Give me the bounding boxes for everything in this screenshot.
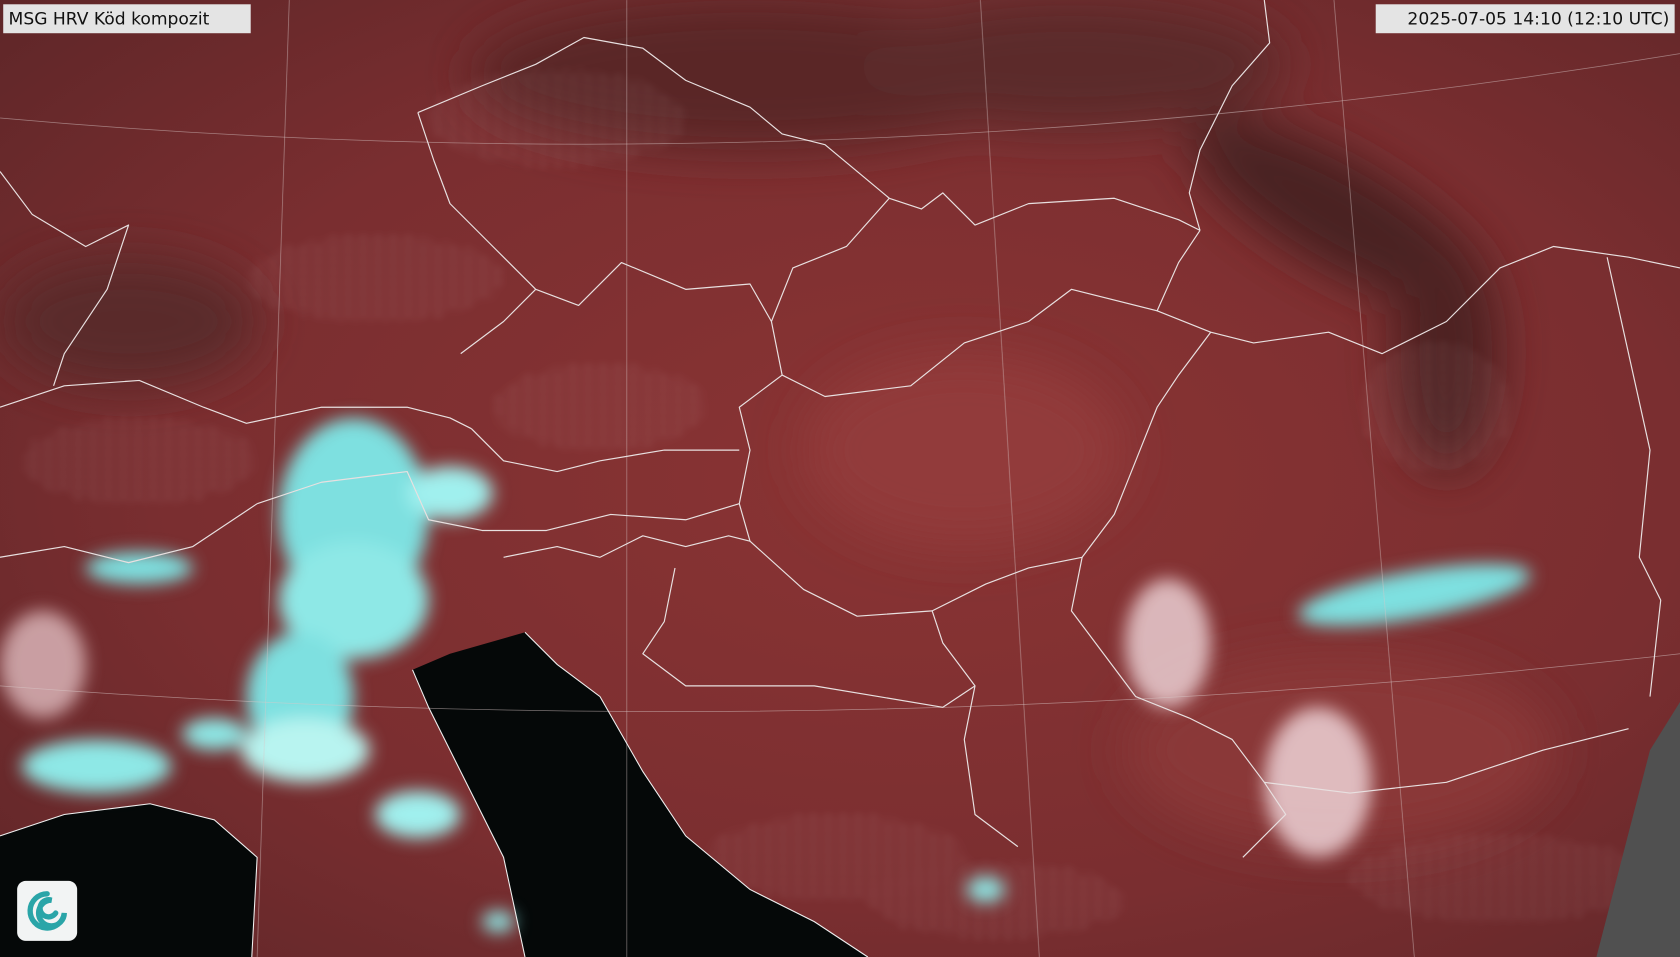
timestamp-background (1375, 4, 1675, 34)
cumulus-fields (21, 69, 1650, 938)
title-box: MSG HRV Köd kompozit (3, 4, 251, 34)
logo (17, 880, 78, 941)
timestamp: 2025-07-05 14:10 (12:10 UTC) (1407, 9, 1669, 29)
title: MSG HRV Köd kompozit (9, 9, 210, 29)
no-data (1596, 701, 1680, 957)
coastlines (0, 631, 869, 957)
adriatic-sea (412, 632, 868, 957)
title-background (3, 4, 251, 34)
clouds (0, 417, 1531, 933)
borders (0, 0, 1680, 858)
timestamp-box: 2025-07-05 14:10 (12:10 UTC) (1375, 4, 1675, 34)
